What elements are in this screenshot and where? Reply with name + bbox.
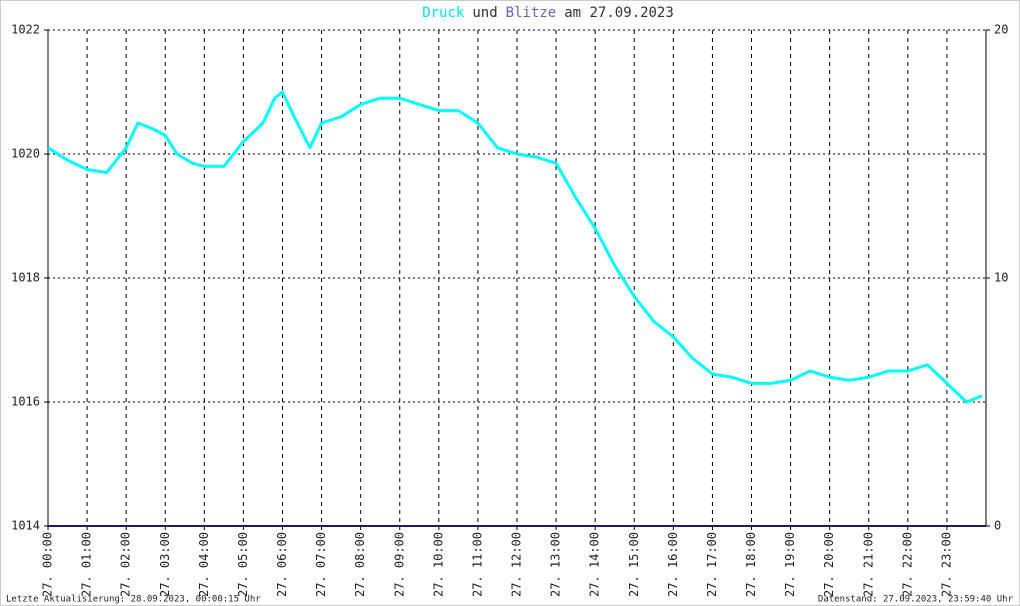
x-tick-label: 27. 12:00: [510, 532, 524, 597]
data-line: [47, 90, 983, 404]
x-tick-label: 27. 00:00: [41, 532, 55, 597]
x-tick-label: 27. 02:00: [119, 532, 133, 597]
x-tick-label: 27. 09:00: [392, 532, 406, 597]
footer-left: Letzte Aktualisierung: 28.09.2023, 00:00…: [6, 595, 261, 605]
y2-tick-label: 20: [994, 23, 1008, 37]
x-tick-label: 27. 13:00: [549, 532, 563, 597]
x-tick-label: 27. 16:00: [666, 532, 680, 597]
x-tick-label: 27. 21:00: [861, 532, 875, 597]
x-tick-label: 27. 03:00: [158, 532, 172, 597]
x-tick-label: 27. 18:00: [744, 532, 758, 597]
x-tick-label: 27. 20:00: [822, 532, 836, 597]
y-tick-label: 1014: [11, 519, 40, 533]
title-part: Druck: [422, 5, 465, 21]
x-tick-label: 27. 01:00: [80, 532, 94, 597]
x-tick-label: 27. 05:00: [236, 532, 250, 597]
x-tick-label: 27. 23:00: [939, 532, 953, 597]
title-part: am 27.09.2023: [564, 5, 674, 21]
y-tick-label: 1020: [11, 147, 40, 161]
x-tick-label: 27. 10:00: [431, 532, 445, 597]
title-part: und: [472, 5, 497, 21]
x-tick-label: 27. 22:00: [900, 532, 914, 597]
x-tick-label: 27. 15:00: [627, 532, 641, 597]
x-tick-label: 27. 07:00: [314, 532, 328, 597]
x-tick-label: 27. 04:00: [197, 532, 211, 597]
x-tick-label: 27. 08:00: [353, 532, 367, 597]
x-tick-label: 27. 14:00: [588, 532, 602, 597]
y-tick-label: 1022: [11, 23, 40, 37]
y2-tick-label: 0: [994, 519, 1001, 533]
chart-title: Druck und Blitze am 27.09.2023: [422, 5, 674, 21]
footer-right: Datenstand: 27.09.2023, 23:59:40 Uhr: [818, 595, 1014, 605]
y-tick-label: 1018: [11, 271, 40, 285]
x-tick-label: 27. 11:00: [470, 532, 484, 597]
y-tick-label: 1016: [11, 395, 40, 409]
x-tick-label: 27. 06:00: [275, 532, 289, 597]
x-tick-label: 27. 19:00: [783, 532, 797, 597]
x-tick-label: 27. 17:00: [705, 532, 719, 597]
y2-tick-label: 10: [994, 271, 1008, 285]
title-part: Blitze: [506, 5, 557, 21]
